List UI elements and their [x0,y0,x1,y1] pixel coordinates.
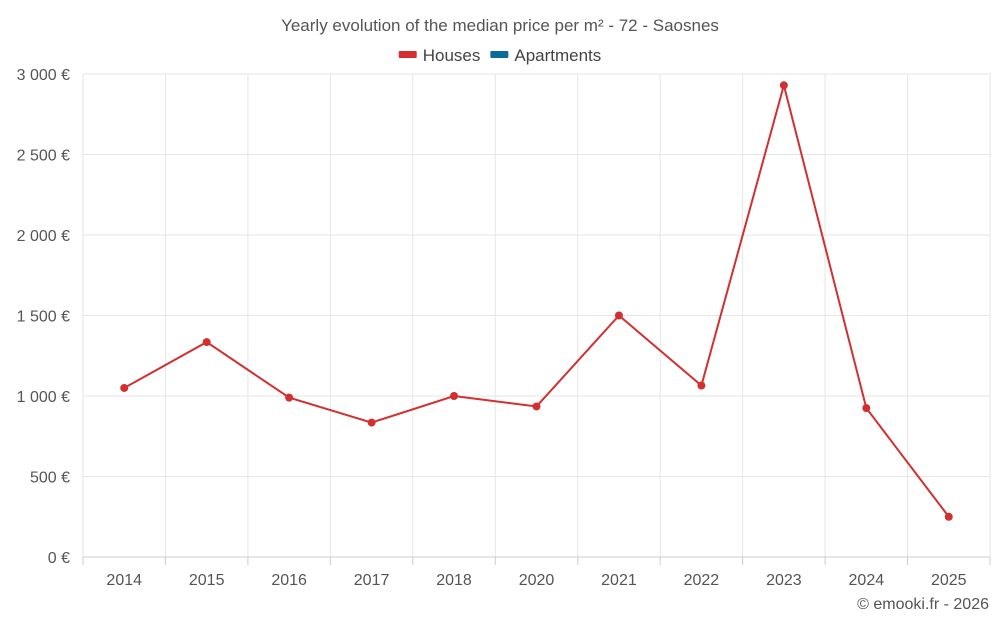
chart-title: Yearly evolution of the median price per… [281,16,719,35]
x-axis: 2014 2015 2016 2017 2018 2020 2021 2022 2023 2024… [82,556,991,589]
x-tick-label: 2020 [519,572,555,589]
legend-label: Houses [423,46,481,65]
legend-swatch [490,51,509,58]
y-tick-label: 2 500 € [17,148,70,165]
data-point[interactable] [202,338,211,347]
x-tick-label: 2015 [189,572,225,589]
x-tick-label: 2023 [766,572,802,589]
y-tick-label: 500 € [30,470,70,487]
legend-item-apartments[interactable]: Apartments [490,46,601,65]
y-tick-label: 0 € [48,550,70,567]
legend: Houses Apartments [398,46,601,65]
series-layer [120,81,953,521]
x-tick-label: 2022 [684,572,720,589]
data-point[interactable] [532,402,541,411]
x-tick-label: 2021 [601,572,637,589]
data-point[interactable] [450,392,459,400]
legend-label: Apartments [514,46,601,65]
data-point[interactable] [120,383,129,392]
grid [82,73,991,557]
data-point[interactable] [779,81,788,90]
x-tick-label: 2024 [849,572,885,589]
data-point[interactable] [862,404,871,413]
data-point[interactable] [367,418,376,427]
data-point[interactable] [944,512,953,521]
y-tick-label: 1 000 € [17,389,70,406]
legend-item-houses[interactable]: Houses [398,46,481,65]
data-point[interactable] [285,393,294,402]
y-tick-label: 2 000 € [17,228,70,245]
y-axis: 0 € 500 € 1 000 € 1 500 € 2 000 € 2 500 € 3 00… [17,67,70,567]
x-tick-label: 2014 [106,572,142,589]
x-tick-label: 2018 [436,572,472,589]
legend-swatch [398,51,417,58]
x-tick-label: 2016 [271,572,307,589]
y-tick-label: 3 000 € [17,67,70,84]
x-tick-label: 2017 [354,572,390,589]
x-tick-label: 2025 [931,572,967,589]
data-point[interactable] [697,381,706,390]
data-point[interactable] [614,311,623,320]
y-tick-label: 1 500 € [17,309,70,326]
credit: © emooki.fr - 2026 [857,596,989,613]
